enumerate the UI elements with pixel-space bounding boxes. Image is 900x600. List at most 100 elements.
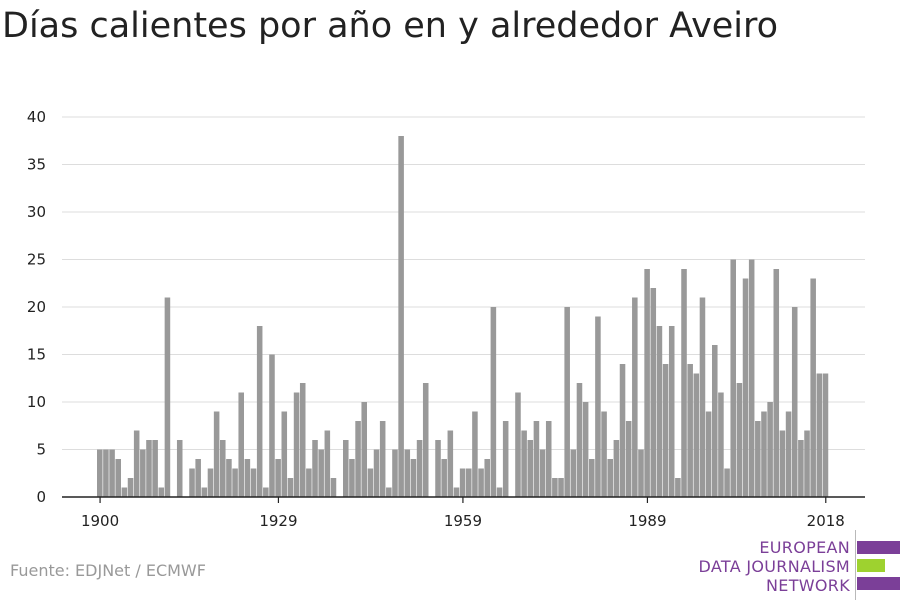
bar-1902 [109,449,115,497]
bar-1968 [515,392,521,497]
bar-1974 [552,478,558,497]
bar-1932 [293,392,300,497]
bar-2016 [810,278,816,497]
bar-2010 [773,269,780,497]
chart-title: Días calientes por año en y alrededor Av… [2,6,779,46]
bar-1913 [176,440,183,497]
bar-1973 [545,421,552,497]
bar-1988 [638,449,644,497]
bar-1930 [281,411,288,497]
bar-1924 [244,459,251,497]
bar-1976 [564,307,570,497]
bar-1969 [521,430,527,497]
bar-1959 [459,468,466,497]
bar-2011 [779,430,786,497]
bar-1903 [115,459,121,497]
bar-1972 [539,449,546,497]
bar-1901 [103,449,109,497]
bar-1963 [484,459,490,497]
bar-1945 [373,449,380,497]
bar-1987 [632,297,638,497]
logo-text-line1: EUROPEAN [759,538,850,557]
bar-1920 [220,440,226,497]
bar-1958 [453,487,460,497]
bar-1978 [576,383,583,497]
y-tick-label: 0 [36,488,46,506]
bar-1964 [490,307,497,497]
bar-1933 [299,383,306,497]
bar-1960 [466,468,472,497]
bar-1991 [656,326,663,497]
logo-bar-green [857,559,885,572]
bar-2007 [755,421,761,497]
bar-1943 [361,402,367,497]
bar-1951 [410,459,417,497]
bar-1952 [416,440,423,497]
bar-1941 [349,459,355,497]
y-tick-label: 35 [27,156,46,174]
bar-1999 [705,411,712,497]
bar-2006 [748,259,755,497]
bar-1970 [527,440,534,497]
bar-1955 [435,440,441,497]
bar-2005 [742,278,749,497]
bar-1948 [392,449,398,497]
y-tick-label: 25 [27,251,46,269]
bar-2008 [761,411,767,497]
bar-1962 [478,468,484,497]
bar-1918 [207,468,214,497]
source-note: Fuente: EDJNet / ECMWF [10,561,206,580]
y-tick-label: 10 [27,393,46,411]
bar-1906 [133,430,140,497]
bar-1908 [146,440,152,497]
y-tick-label: 30 [27,203,46,221]
bar-chart: 0 5 10 15 20 25 30 35 40 1900 1929 1959 1989 2018 [27,108,865,530]
bar-1928 [269,354,275,497]
bar-1926 [256,326,263,497]
bars [97,136,829,497]
bar-1935 [312,440,318,497]
bar-1937 [324,430,331,497]
bar-2017 [816,373,823,497]
bar-1944 [367,468,374,497]
bar-1919 [213,411,220,497]
bar-1922 [232,468,238,497]
bar-1989 [644,269,650,497]
bar-1940 [343,440,349,497]
bar-1905 [127,478,134,497]
bar-1956 [441,459,447,497]
bar-1981 [595,316,601,497]
bar-1946 [379,421,386,497]
bar-1917 [201,487,208,497]
bar-1993 [668,326,675,497]
bar-1934 [306,468,312,497]
bar-1984 [613,440,620,497]
bar-1992 [662,364,669,497]
bar-1966 [502,421,509,497]
bar-1950 [404,449,411,497]
bar-2001 [718,392,724,497]
bar-1996 [687,364,693,497]
bar-1953 [422,383,429,497]
logo-text-line3: NETWORK [766,576,850,595]
y-tick-label: 20 [27,298,46,316]
x-tick-label: 1989 [628,512,666,530]
bar-1923 [238,392,244,497]
y-axis-ticks: 0 5 10 15 20 25 30 35 40 [27,108,46,506]
bar-2012 [785,411,792,497]
bar-1986 [625,421,632,497]
bar-1980 [589,459,595,497]
bar-1909 [152,440,158,497]
bar-1911 [164,297,171,497]
bar-1995 [681,269,687,497]
bar-1961 [472,411,478,497]
x-axis-ticks: 1900 1929 1959 1989 2018 [81,497,845,530]
bar-1929 [275,459,281,497]
bar-1936 [318,449,324,497]
y-tick-label: 40 [27,108,46,126]
bar-2000 [712,345,718,497]
bar-2003 [730,259,736,497]
bar-1985 [619,364,626,497]
bar-1998 [699,297,706,497]
bar-1916 [195,459,201,497]
